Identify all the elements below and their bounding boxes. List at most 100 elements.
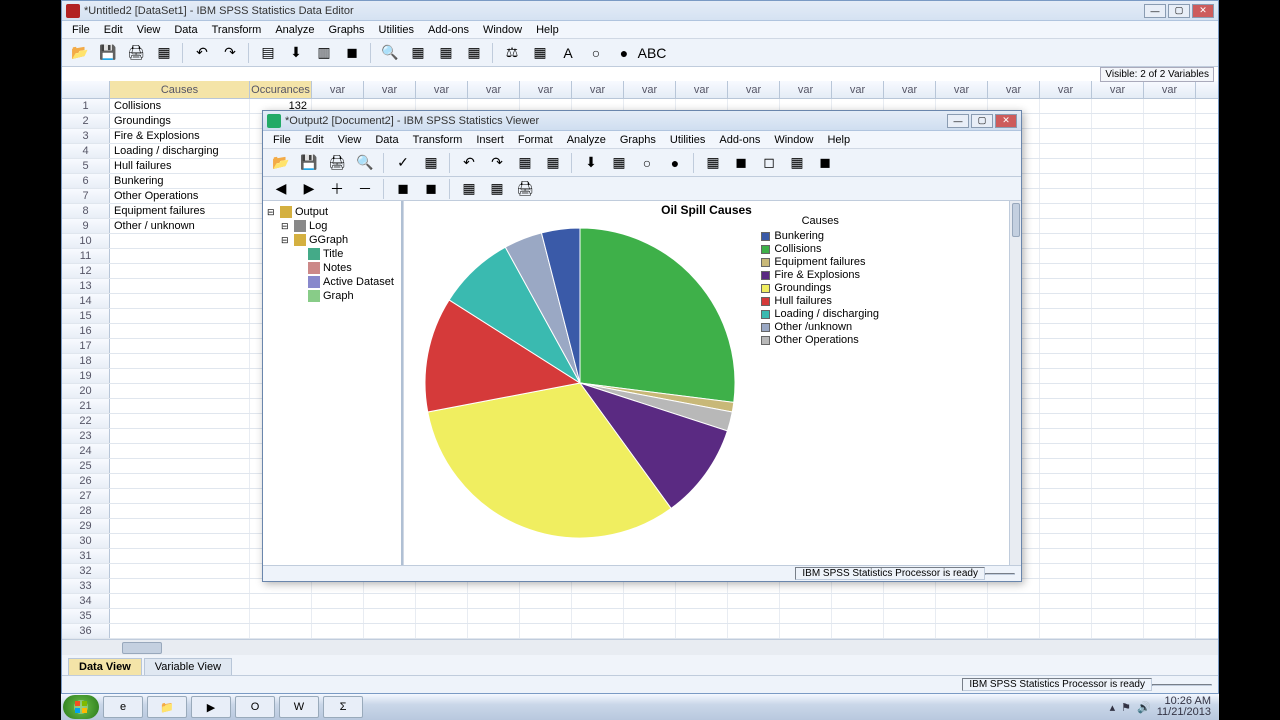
cell[interactable] xyxy=(1040,444,1092,458)
viewer-toolbar1-btn-2[interactable]: 🖨 xyxy=(325,151,349,175)
menu-data[interactable]: Data xyxy=(168,23,203,37)
cell[interactable] xyxy=(780,609,832,623)
cell[interactable] xyxy=(1092,624,1144,638)
column-header[interactable]: var xyxy=(624,81,676,98)
main-toolbar-btn-6[interactable]: ▤ xyxy=(256,41,280,65)
cell[interactable] xyxy=(364,594,416,608)
cell[interactable] xyxy=(1092,609,1144,623)
cell[interactable] xyxy=(1040,264,1092,278)
cell[interactable] xyxy=(110,414,250,428)
cell[interactable] xyxy=(1092,324,1144,338)
cell[interactable] xyxy=(1092,579,1144,593)
cell[interactable] xyxy=(312,624,364,638)
cell[interactable] xyxy=(416,594,468,608)
cell[interactable] xyxy=(1040,189,1092,203)
main-toolbar-btn-16[interactable]: A xyxy=(556,41,580,65)
cell[interactable] xyxy=(572,609,624,623)
viewer-menu-window[interactable]: Window xyxy=(768,133,819,147)
taskbar-spss-icon[interactable]: Σ xyxy=(323,696,363,718)
column-header[interactable]: var xyxy=(832,81,884,98)
cell[interactable] xyxy=(110,384,250,398)
menu-add-ons[interactable]: Add-ons xyxy=(422,23,475,37)
cell[interactable] xyxy=(1092,354,1144,368)
cell[interactable] xyxy=(1144,534,1196,548)
menu-analyze[interactable]: Analyze xyxy=(269,23,320,37)
cell[interactable] xyxy=(110,594,250,608)
maximize-button[interactable]: ▢ xyxy=(1168,4,1190,18)
cell[interactable] xyxy=(1092,99,1144,113)
taskbar-media-icon[interactable]: ▶ xyxy=(191,696,231,718)
cell[interactable] xyxy=(1144,309,1196,323)
cell[interactable] xyxy=(936,594,988,608)
cell[interactable] xyxy=(1040,624,1092,638)
main-toolbar-btn-4[interactable]: ↶ xyxy=(190,41,214,65)
cell[interactable] xyxy=(1144,414,1196,428)
viewer-toolbar1-btn-12[interactable]: ○ xyxy=(635,151,659,175)
viewer-toolbar1-btn-16[interactable]: ◻ xyxy=(757,151,781,175)
column-header[interactable]: var xyxy=(884,81,936,98)
cell[interactable] xyxy=(988,609,1040,623)
main-toolbar-btn-0[interactable]: 📂 xyxy=(68,41,92,65)
viewer-vertical-scrollbar[interactable] xyxy=(1009,201,1021,565)
cell[interactable] xyxy=(884,609,936,623)
tab-variable-view[interactable]: Variable View xyxy=(144,658,232,675)
cell[interactable] xyxy=(1040,249,1092,263)
main-toolbar-btn-18[interactable]: ● xyxy=(612,41,636,65)
cell[interactable] xyxy=(832,609,884,623)
cell[interactable] xyxy=(250,594,312,608)
cell[interactable] xyxy=(1092,159,1144,173)
taskbar-explorer-icon[interactable]: 📁 xyxy=(147,696,187,718)
cell[interactable] xyxy=(1144,294,1196,308)
cell[interactable] xyxy=(1040,309,1092,323)
viewer-toolbar1-btn-9[interactable]: ▦ xyxy=(541,151,565,175)
menu-edit[interactable]: Edit xyxy=(98,23,129,37)
cell[interactable] xyxy=(1040,564,1092,578)
main-toolbar-btn-12[interactable]: ▦ xyxy=(434,41,458,65)
viewer-toolbar2-btn-2[interactable]: ＋ xyxy=(325,177,349,201)
cell[interactable] xyxy=(1040,219,1092,233)
cell[interactable] xyxy=(1040,144,1092,158)
viewer-menu-view[interactable]: View xyxy=(332,133,368,147)
cell[interactable] xyxy=(1092,294,1144,308)
cell[interactable] xyxy=(884,594,936,608)
viewer-menu-help[interactable]: Help xyxy=(821,133,856,147)
cell[interactable] xyxy=(936,609,988,623)
cell[interactable] xyxy=(1144,489,1196,503)
tree-item[interactable]: ⊟Log xyxy=(267,219,397,233)
cell[interactable] xyxy=(110,534,250,548)
cell[interactable] xyxy=(1144,129,1196,143)
column-header[interactable]: var xyxy=(468,81,520,98)
cell[interactable] xyxy=(110,399,250,413)
cell[interactable] xyxy=(988,594,1040,608)
viewer-toolbar1-btn-8[interactable]: ▦ xyxy=(513,151,537,175)
viewer-toolbar1-btn-7[interactable]: ↷ xyxy=(485,151,509,175)
cell[interactable] xyxy=(1040,579,1092,593)
cell[interactable] xyxy=(1040,369,1092,383)
viewer-toolbar1-btn-13[interactable]: ● xyxy=(663,151,687,175)
cell[interactable] xyxy=(110,354,250,368)
cell[interactable] xyxy=(1040,324,1092,338)
cell[interactable] xyxy=(1092,309,1144,323)
system-tray[interactable]: ▴ ⚑ 🔊 10:26 AM 11/21/2013 xyxy=(1110,696,1217,718)
cell[interactable] xyxy=(1144,339,1196,353)
column-header[interactable]: var xyxy=(1144,81,1196,98)
cell[interactable] xyxy=(1144,519,1196,533)
tree-item[interactable]: Active Dataset xyxy=(267,275,397,289)
cell[interactable] xyxy=(1092,174,1144,188)
cell[interactable] xyxy=(110,489,250,503)
tray-flag-icon[interactable]: ⚑ xyxy=(1121,701,1131,714)
cell[interactable] xyxy=(1144,444,1196,458)
cell[interactable] xyxy=(1092,474,1144,488)
cell[interactable] xyxy=(110,339,250,353)
cell[interactable] xyxy=(520,624,572,638)
cell[interactable] xyxy=(1040,129,1092,143)
cell[interactable]: Bunkering xyxy=(110,174,250,188)
column-header[interactable]: var xyxy=(312,81,364,98)
viewer-toolbar1-btn-18[interactable]: ◼ xyxy=(813,151,837,175)
viewer-menu-data[interactable]: Data xyxy=(369,133,404,147)
cell[interactable] xyxy=(676,609,728,623)
cell[interactable]: Other / unknown xyxy=(110,219,250,233)
cell[interactable] xyxy=(1144,564,1196,578)
viewer-menu-edit[interactable]: Edit xyxy=(299,133,330,147)
cell[interactable]: Equipment failures xyxy=(110,204,250,218)
